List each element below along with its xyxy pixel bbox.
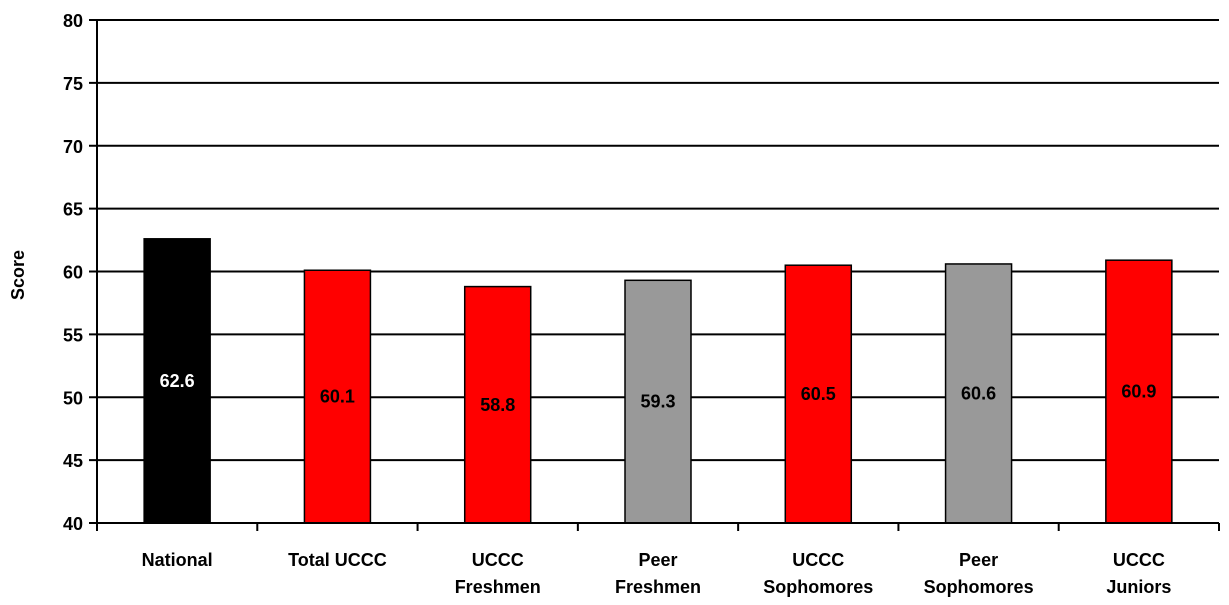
bar xyxy=(784,264,853,524)
bar-value-label: 58.8 xyxy=(480,395,515,415)
bar-value-label: 62.6 xyxy=(160,371,195,391)
x-category-label: Sophomores xyxy=(763,577,873,597)
bar xyxy=(143,238,211,524)
bar xyxy=(463,285,532,524)
y-tick-label: 40 xyxy=(63,514,83,534)
x-category-label: UCCC xyxy=(472,550,524,570)
bar-value-label: 60.5 xyxy=(801,384,836,404)
x-category-label: UCCC xyxy=(792,550,844,570)
x-category-label: UCCC xyxy=(1113,550,1165,570)
y-tick-label: 50 xyxy=(63,388,83,408)
bar-value-label: 60.1 xyxy=(320,387,355,407)
bar xyxy=(624,279,692,524)
y-tick-label: 70 xyxy=(63,137,83,157)
x-category-label: Sophomores xyxy=(924,577,1034,597)
bar-value-label: 60.9 xyxy=(1121,382,1156,402)
x-category-label: Freshmen xyxy=(455,577,541,597)
bar xyxy=(303,269,372,524)
x-category-label: Peer xyxy=(638,550,677,570)
bar-value-label: 59.3 xyxy=(640,392,675,412)
x-category-label: Freshmen xyxy=(615,577,701,597)
x-category-label: Total UCCC xyxy=(288,550,387,570)
y-tick-label: 80 xyxy=(63,11,83,31)
x-axis: National Total UCCC UCCC Freshmen Peer Freshm… xyxy=(96,522,1220,597)
y-tick-label: 45 xyxy=(63,451,83,471)
y-tick-label: 60 xyxy=(63,263,83,283)
y-axis-label: Score xyxy=(8,250,28,300)
x-category-label: Peer xyxy=(959,550,998,570)
gridlines xyxy=(97,19,1219,524)
y-axis-ticks: 40 45 50 55 60 65 70 75 80 xyxy=(63,11,98,534)
bars: 62.6 60.1 58.8 59.3 60.5 60.6 60.9 xyxy=(143,238,1173,524)
bar xyxy=(1105,259,1173,524)
x-category-label: National xyxy=(142,550,213,570)
y-tick-label: 55 xyxy=(63,325,83,345)
y-tick-label: 65 xyxy=(63,200,83,220)
y-tick-label: 75 xyxy=(63,74,83,94)
bar-value-label: 60.6 xyxy=(961,383,996,403)
x-category-label: Juniors xyxy=(1106,577,1171,597)
